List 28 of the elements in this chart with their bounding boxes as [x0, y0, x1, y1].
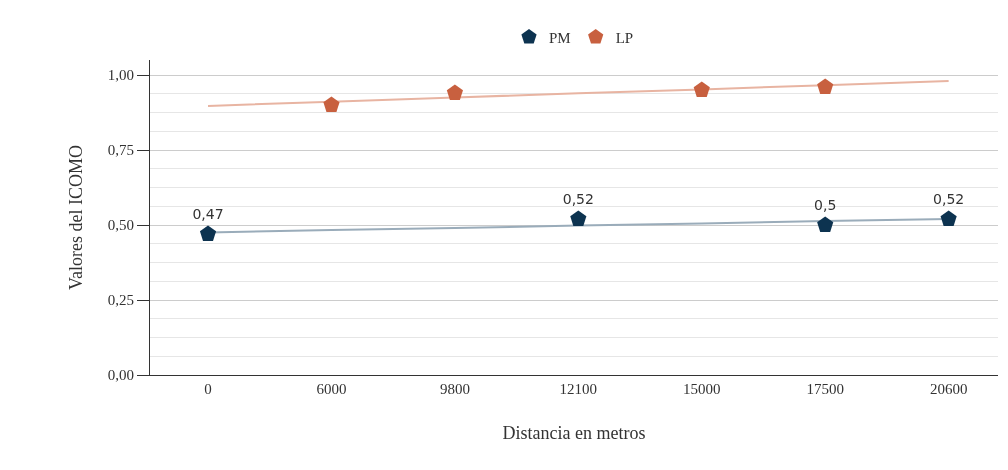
x-tick-label: 12100	[559, 381, 598, 397]
legend-label: LP	[615, 29, 634, 46]
data-label: 0,52	[933, 190, 965, 207]
x-tick-label: 6000	[316, 381, 347, 397]
legend-label: PM	[549, 29, 571, 46]
data-label: 0,47	[192, 205, 224, 222]
x-tick-label: 9800	[439, 381, 470, 397]
data-label: 0,5	[814, 196, 837, 213]
point	[323, 96, 340, 112]
y-tick-label: 0,00	[107, 367, 134, 384]
y-tick-label: 0,25	[107, 292, 134, 309]
y-tick-label: 1,00	[107, 67, 134, 84]
point	[817, 216, 834, 232]
point	[570, 210, 587, 226]
point	[446, 84, 463, 100]
y-tick-label: 0,75	[107, 142, 134, 159]
x-tick-label: 17500	[806, 381, 844, 397]
x-tick-label: 0	[204, 381, 212, 397]
x-tick-label: 20600	[929, 381, 968, 397]
point	[940, 210, 957, 226]
y-axis-title: Valores del ICOMO	[65, 145, 86, 290]
data-label: 0,52	[562, 190, 594, 207]
point	[693, 81, 710, 97]
y-tick-label: 0,50	[107, 217, 134, 234]
point	[817, 78, 834, 94]
x-axis-title: Distancia en metros	[502, 423, 646, 444]
x-tick-label: 15000	[683, 381, 721, 397]
point	[199, 225, 217, 241]
